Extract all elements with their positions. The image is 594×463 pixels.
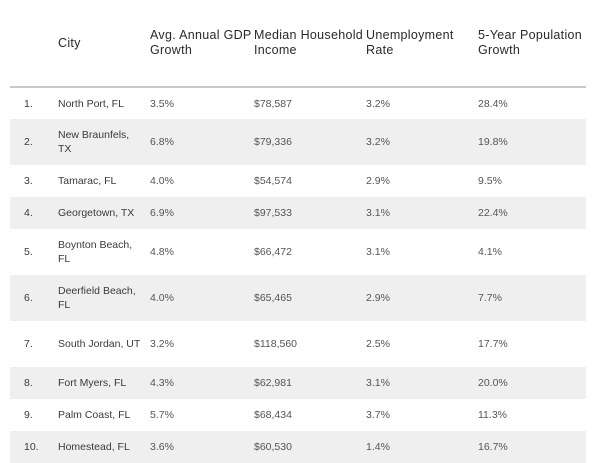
cell-gdp-growth: 4.3% (150, 367, 254, 399)
cell-median-income: $118,560 (254, 338, 298, 350)
cell-median-income: $65,465 (254, 275, 366, 321)
cities-table: City Avg. Annual GDP Growth Median House… (10, 0, 586, 463)
header-gdp-growth: Avg. Annual GDP Growth (150, 0, 254, 88)
cell-median-income: $78,587 (254, 97, 292, 110)
cell-rank: 7. (24, 338, 33, 350)
cell-city: New Braunfels, TX (58, 119, 150, 165)
cell-unemployment-rate: 2.5% (366, 338, 390, 350)
cell-population-growth: 28.4% (478, 97, 508, 110)
cell-unemployment-rate: 3.2% (366, 97, 390, 110)
cell-rank: 4. (10, 197, 58, 229)
table-row: 8. Fort Myers, FL 4.3% $62,981 3.1% 20.0% (10, 367, 586, 399)
cell-rank: 5. (24, 246, 33, 258)
cell-unemployment-rate: 3.1% (366, 246, 390, 258)
header-rank (10, 0, 58, 88)
cell-gdp-growth: 4.8% (150, 246, 174, 258)
table-row: 1. North Port, FL 3.5% $78,587 3.2% 28.4% (10, 87, 586, 119)
cell-population-growth: 22.4% (478, 197, 586, 229)
cell-gdp-growth: 3.2% (150, 338, 174, 350)
cell-gdp-growth: 4.0% (150, 275, 254, 321)
cell-population-growth: 20.0% (478, 367, 586, 399)
cell-median-income: $68,434 (254, 409, 292, 421)
cell-city: Palm Coast, FL (58, 409, 131, 421)
cell-population-growth: 7.7% (478, 275, 586, 321)
cell-population-growth: 11.3% (478, 409, 507, 421)
cell-gdp-growth: 3.5% (150, 97, 174, 110)
cell-city: Fort Myers, FL (58, 367, 150, 399)
cell-city: South Jordan, UT (58, 338, 141, 350)
cell-population-growth: 16.7% (478, 431, 586, 463)
page: City Avg. Annual GDP Growth Median House… (10, 0, 586, 463)
table-row: 5. Boynton Beach, FL 4.8% $66,472 3.1% 4.1% (10, 229, 586, 275)
cell-rank: 8. (10, 367, 58, 399)
cell-unemployment-rate: 3.2% (366, 119, 478, 165)
cell-rank: 6. (10, 275, 58, 321)
cell-population-growth: 9.5% (478, 175, 502, 187)
cell-median-income: $97,533 (254, 197, 366, 229)
cell-rank: 10. (10, 431, 58, 463)
cell-median-income: $62,981 (254, 367, 366, 399)
cell-city: North Port, FL (58, 97, 124, 110)
cell-population-growth: 17.7% (478, 338, 508, 350)
cell-rank: 9. (24, 409, 33, 421)
cell-unemployment-rate: 2.9% (366, 275, 478, 321)
table-header-row: City Avg. Annual GDP Growth Median House… (10, 0, 586, 88)
cell-gdp-growth: 6.8% (150, 119, 254, 165)
cell-city: Tamarac, FL (58, 175, 117, 187)
table-row: 4. Georgetown, TX 6.9% $97,533 3.1% 22.4% (10, 197, 586, 229)
cell-rank: 1. (24, 97, 33, 110)
cell-unemployment-rate: 3.7% (366, 409, 390, 421)
cell-gdp-growth: 5.7% (150, 409, 174, 421)
cell-city: Boynton Beach, FL (58, 239, 133, 265)
table-row: 6. Deerfield Beach, FL 4.0% $65,465 2.9% 7.7% (10, 275, 586, 321)
cell-unemployment-rate: 3.1% (366, 367, 478, 399)
cell-unemployment-rate: 3.1% (366, 197, 478, 229)
cell-rank: 2. (10, 119, 58, 165)
cell-city: Homestead, FL (58, 431, 150, 463)
cell-population-growth: 19.8% (478, 119, 586, 165)
cell-population-growth: 4.1% (478, 246, 502, 258)
cell-median-income: $66,472 (254, 246, 292, 258)
header-population-growth: 5-Year Population Growth (478, 0, 586, 88)
cell-rank: 3. (24, 175, 33, 187)
header-median-income: Median Household Income (254, 0, 366, 88)
cell-median-income: $79,336 (254, 119, 366, 165)
cell-city: Deerfield Beach, FL (58, 275, 150, 321)
cell-median-income: $60,530 (254, 431, 366, 463)
header-unemployment-rate: Unemployment Rate (366, 0, 478, 88)
table-row: 9. Palm Coast, FL 5.7% $68,434 3.7% 11.3% (10, 399, 586, 431)
cell-median-income: $54,574 (254, 175, 292, 187)
header-city: City (58, 0, 150, 88)
cell-gdp-growth: 4.0% (150, 175, 174, 187)
cell-unemployment-rate: 2.9% (366, 175, 390, 187)
table-row: 10. Homestead, FL 3.6% $60,530 1.4% 16.7% (10, 431, 586, 463)
table-row: 2. New Braunfels, TX 6.8% $79,336 3.2% 19.8% (10, 119, 586, 165)
table-row: 3. Tamarac, FL 4.0% $54,574 2.9% 9.5% (10, 165, 586, 197)
cell-gdp-growth: 3.6% (150, 431, 254, 463)
cell-unemployment-rate: 1.4% (366, 431, 478, 463)
cell-gdp-growth: 6.9% (150, 197, 254, 229)
cell-city: Georgetown, TX (58, 197, 150, 229)
table-row: 7. South Jordan, UT 3.2% $118,560 2.5% 17.7% (10, 321, 586, 367)
